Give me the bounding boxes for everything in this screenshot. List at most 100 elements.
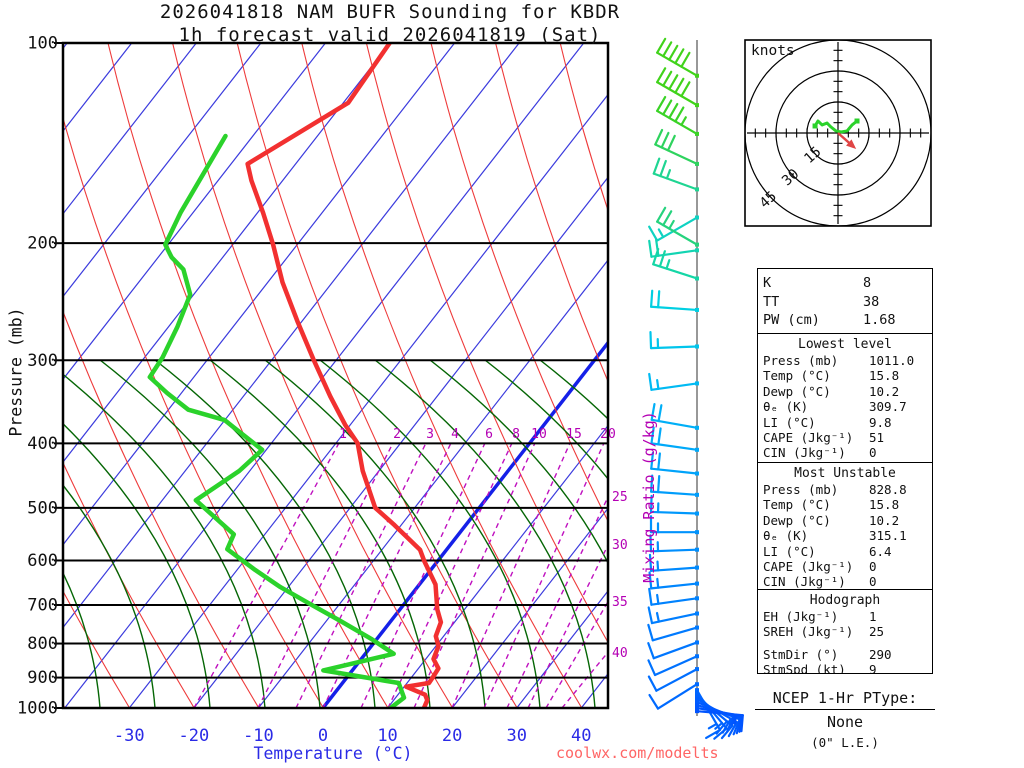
barb-feather	[727, 721, 738, 738]
dewpoint-trace	[147, 133, 407, 708]
wind-barb	[647, 640, 699, 660]
index-label: Temp (°C)	[763, 497, 831, 513]
moist-adiabat-line	[429, 360, 608, 565]
barb-level-dot	[695, 700, 699, 705]
barb-level-dot	[695, 276, 699, 281]
barb-half-feather	[656, 560, 660, 572]
barb-feather	[674, 77, 685, 94]
temperature-tick-label: 0	[318, 726, 328, 746]
temperature-tick-label: 10	[377, 726, 397, 746]
plot-border	[61, 41, 610, 710]
barb-half-feather	[656, 577, 660, 589]
barb-half-feather	[656, 593, 660, 605]
barb-feather	[656, 67, 667, 84]
wind-barb	[656, 37, 699, 78]
wind-barb	[650, 426, 699, 452]
mixing-ratio-label: 35	[612, 595, 628, 610]
ptype-heading: NCEP 1-Hr PType:	[755, 689, 935, 710]
index-label: θₑ (K)	[763, 399, 809, 415]
barb-feather	[659, 159, 667, 178]
wind-barb	[649, 534, 699, 553]
index-row: CAPE (Jkg⁻¹) 0	[763, 559, 932, 574]
moist-adiabat-line	[264, 360, 486, 708]
mixing-ratio-label: 30	[612, 538, 628, 553]
barb-level-dot	[695, 161, 699, 166]
barb-feather	[668, 44, 679, 61]
dry-adiabat-line	[559, 43, 608, 213]
barb-feather	[680, 81, 691, 98]
barb-feather	[648, 553, 653, 572]
wind-barb	[650, 451, 699, 476]
indices-section: Most Unstable Press (mb) 828.8 Temp (°C) 15.…	[758, 462, 932, 589]
barb-feather	[726, 715, 735, 733]
barb-feather	[647, 642, 655, 660]
temperature-tick-labels: -30 -20 -10 0 10 20 30 40	[114, 726, 592, 746]
isotherm-grid	[63, 43, 608, 708]
barb-level-dot	[695, 625, 699, 630]
mixing-ratio-label: 8	[512, 427, 520, 442]
moist-adiabat-line	[63, 571, 101, 708]
wind-barb	[647, 654, 699, 677]
wind-barb	[649, 330, 699, 350]
mixing-ratio-label: 6	[485, 427, 493, 442]
index-label: LI (°C)	[763, 414, 816, 430]
barb-feather	[680, 51, 691, 68]
index-row: TT 38	[763, 293, 932, 312]
barb-level-dot	[695, 688, 699, 693]
wind-barb	[647, 623, 699, 642]
index-row: StmSpd (kt) 9	[763, 662, 932, 673]
barb-feather	[647, 659, 657, 677]
barb-level-dot	[695, 697, 699, 702]
barb-level-dot	[695, 682, 699, 687]
barb-feather	[650, 402, 656, 421]
storm-motion-arrowhead	[846, 139, 857, 150]
barb-level-dot	[695, 471, 699, 476]
dry-adiabat-line	[430, 43, 608, 523]
moist-adiabat-line	[484, 360, 608, 481]
index-label: StmSpd (kt)	[763, 662, 846, 673]
mixing-ratio-label: 10	[531, 427, 547, 442]
barb-feather	[656, 95, 667, 113]
wind-barb	[648, 587, 699, 606]
index-row: θₑ (K) 309.7	[763, 399, 932, 414]
index-label: EH (Jkg⁻¹)	[763, 609, 839, 624]
wind-barb	[649, 515, 699, 535]
barb-half-feather	[657, 228, 665, 239]
index-value: 6.4	[869, 543, 892, 559]
barb-feather	[657, 427, 662, 446]
index-value: 315.1	[869, 528, 907, 544]
mixing-ratio-line	[527, 543, 608, 708]
index-label: CAPE (Jkg⁻¹)	[763, 429, 854, 445]
barb-feather	[649, 330, 653, 350]
index-value: 290	[869, 646, 892, 662]
barb-half-feather	[680, 116, 687, 127]
barb-feather	[668, 74, 679, 91]
wind-barb	[654, 128, 699, 166]
index-label: PW (cm)	[763, 312, 820, 328]
indices-section-title: Hodograph	[809, 593, 881, 608]
barb-level-dot	[695, 611, 699, 616]
temperature-tick-label: 40	[571, 726, 591, 746]
temperature-trace	[245, 43, 444, 708]
dry-adiabat-line	[63, 310, 260, 708]
wind-barb	[650, 289, 699, 312]
wind-barb	[648, 372, 699, 391]
index-row: Press (mb) 1011.0	[763, 353, 932, 368]
isotherm-line	[387, 424, 608, 708]
barb-level-dot	[695, 565, 699, 570]
barb-level-dot	[695, 187, 699, 192]
isotherm-line	[257, 259, 608, 708]
barb-half-feather	[665, 259, 671, 270]
index-row: CIN (Jkg⁻¹) 0	[763, 574, 932, 589]
barb-feather	[649, 534, 653, 553]
barb-feather	[648, 372, 653, 391]
barb-level-dot	[695, 381, 699, 386]
barb-level-dot	[695, 511, 699, 516]
index-value: 9.8	[869, 414, 892, 430]
barb-feather	[662, 41, 673, 58]
index-value: 1011.0	[869, 353, 915, 368]
mixing-ratio-label: 15	[566, 427, 582, 442]
hodograph-trace-dot	[854, 118, 860, 124]
